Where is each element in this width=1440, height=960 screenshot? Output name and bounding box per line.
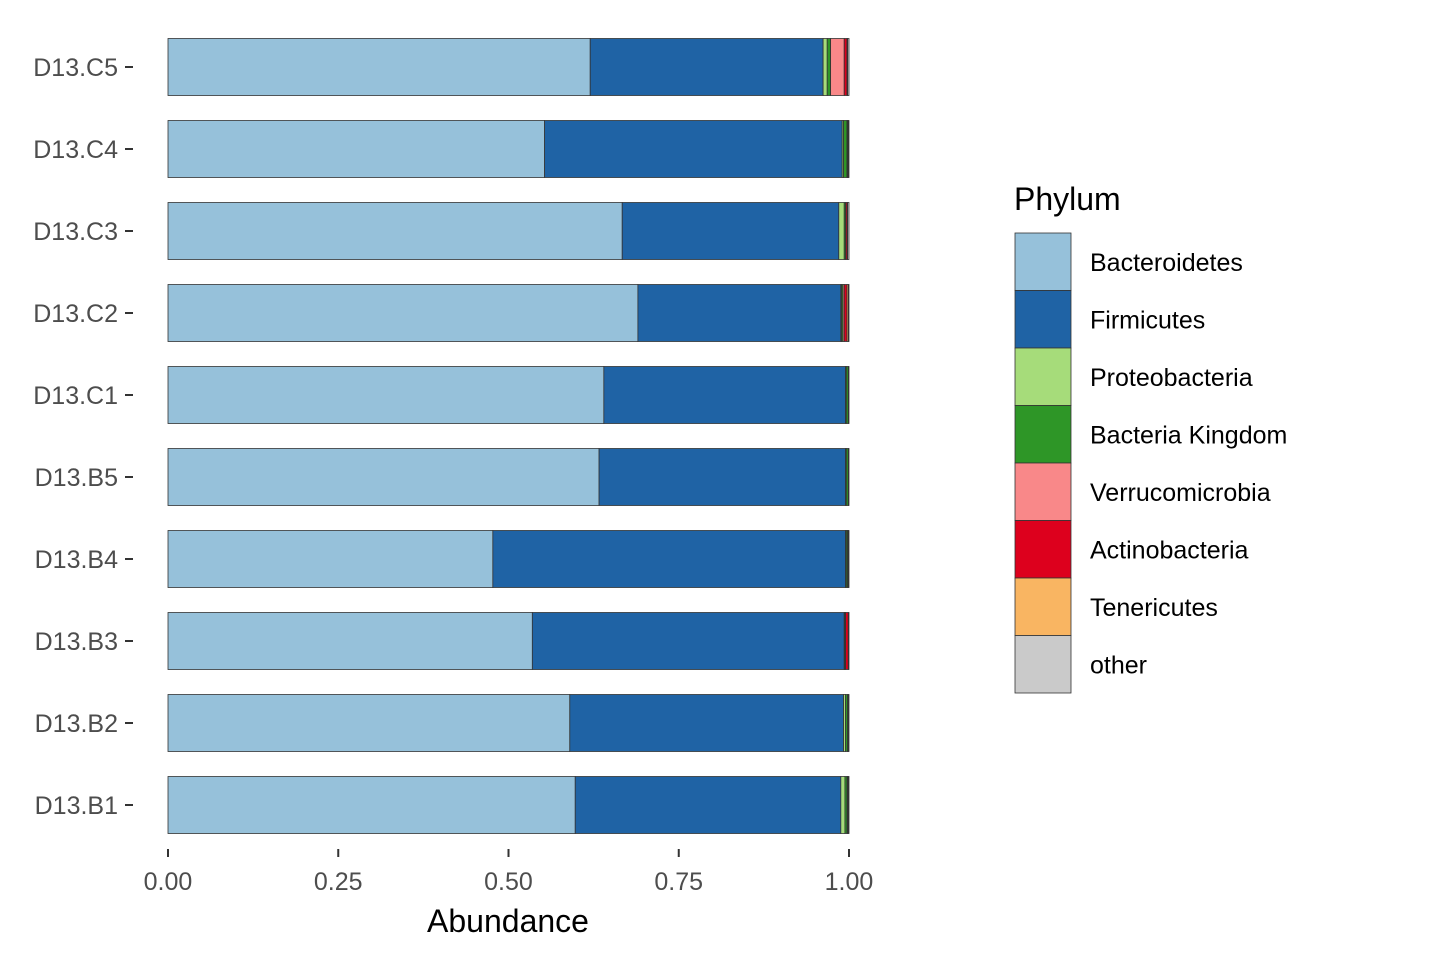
y-tick-label: D13.C4 — [33, 136, 118, 164]
y-tick-label: D13.B3 — [35, 628, 118, 656]
bar-segment — [826, 38, 832, 96]
bar-segment — [847, 448, 850, 506]
legend-label: Firmicutes — [1090, 306, 1205, 334]
x-tick-label: 0.00 — [144, 868, 193, 896]
legend-title: Phylum — [1014, 181, 1121, 217]
x-tick-label: 0.50 — [484, 868, 533, 896]
x-tick-label: 0.25 — [314, 868, 363, 896]
x-axis: 0.00 0.25 0.50 0.75 1.00 — [144, 849, 874, 896]
legend-label: Bacteroidetes — [1090, 249, 1243, 277]
bar-segment — [167, 202, 623, 260]
bar-segment — [492, 530, 847, 588]
legend-label: Proteobacteria — [1090, 364, 1253, 392]
legend-key — [1014, 290, 1072, 349]
bar-segment — [845, 612, 849, 670]
legend-label: Bacteria Kingdom — [1090, 421, 1287, 449]
bar-segment — [598, 448, 846, 506]
bar-segment — [621, 202, 840, 260]
bar-segment — [847, 284, 850, 342]
bar-segment — [847, 530, 850, 588]
y-tick-label: D13.B1 — [35, 792, 118, 820]
bar-segment — [843, 38, 848, 96]
bar-segment — [603, 366, 846, 424]
bar-segment — [544, 120, 843, 178]
bar-segment — [167, 694, 571, 752]
bar-segment — [167, 120, 545, 178]
bar-segment — [569, 694, 844, 752]
x-tick-label: 1.00 — [825, 868, 874, 896]
y-tick-label: D13.C5 — [33, 54, 118, 82]
bar-segment — [822, 38, 828, 96]
bar-segment — [847, 38, 850, 96]
bar-segment — [167, 448, 600, 506]
legend-key — [1014, 520, 1072, 579]
bar-segment — [637, 284, 842, 342]
bar-segment — [589, 38, 824, 96]
bar-segment — [167, 284, 639, 342]
legend-label: Tenericutes — [1090, 594, 1218, 622]
bar-segment — [167, 366, 605, 424]
y-tick-label: D13.C3 — [33, 218, 118, 246]
legend-key — [1014, 577, 1072, 636]
y-axis: D13.C5 D13.C4 D13.C3 D13.C2 D13.C1 D13.B5 D13.… — [33, 54, 133, 820]
bar-segment — [847, 120, 850, 178]
x-axis-title: Abundance — [427, 903, 589, 939]
bar-segment — [847, 366, 850, 424]
bar-segment — [847, 694, 850, 752]
bar-segment — [843, 284, 848, 342]
legend: Phylum Bacteroidetes Firmicutes Proteobact… — [1014, 181, 1287, 694]
y-tick-label: D13.B4 — [35, 546, 118, 574]
bar-segment — [167, 776, 576, 834]
legend-label: Verrucomicrobia — [1090, 479, 1271, 507]
bar-segment — [840, 776, 846, 834]
y-tick-label: D13.C1 — [33, 382, 118, 410]
x-tick-label: 0.75 — [654, 868, 703, 896]
legend-label: Actinobacteria — [1090, 536, 1249, 564]
bar-segment — [167, 38, 591, 96]
legend-key — [1014, 635, 1072, 694]
bar-segment — [531, 612, 845, 670]
y-tick-label: D13.B2 — [35, 710, 118, 738]
bar-segment — [830, 38, 845, 96]
bar-segment — [847, 776, 850, 834]
legend-key — [1014, 405, 1072, 464]
bar-segment — [843, 120, 848, 178]
bar-segment — [847, 612, 850, 670]
bar-segment — [167, 530, 494, 588]
bar-segment — [574, 776, 842, 834]
legend-key — [1014, 232, 1072, 291]
bar-segment — [167, 612, 533, 670]
bar-segment — [847, 202, 850, 260]
legend-label: other — [1090, 651, 1147, 679]
y-tick-label: D13.C2 — [33, 300, 118, 328]
bars-group — [167, 38, 850, 834]
legend-key — [1014, 462, 1072, 521]
y-tick-label: D13.B5 — [35, 464, 118, 492]
legend-key — [1014, 347, 1072, 406]
bar-segment — [838, 202, 845, 260]
